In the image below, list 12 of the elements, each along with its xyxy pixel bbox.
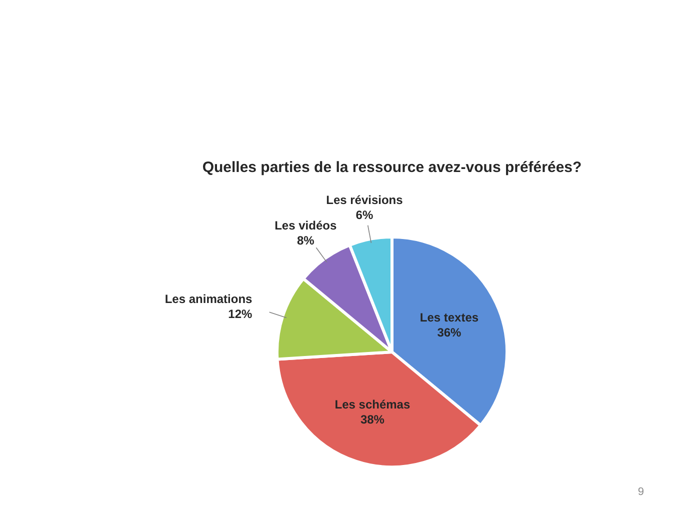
data-label: 12% — [228, 307, 253, 322]
data-label: 38% — [360, 412, 385, 427]
slice-label: Les schémas — [334, 398, 410, 412]
text: 9 — [638, 486, 644, 498]
data-label: 8% — [296, 234, 315, 248]
slice-label: Les vidéos — [274, 218, 337, 233]
slice-label: Les révisions — [326, 193, 404, 208]
slice-label: Les textes — [420, 310, 479, 325]
data-label: 36% — [437, 326, 462, 340]
data-label: 6% — [356, 208, 374, 222]
slice-label: Les animations — [164, 292, 253, 306]
chart-title: Quelles parties de la ressource avez-vous préférées? — [202, 159, 582, 176]
